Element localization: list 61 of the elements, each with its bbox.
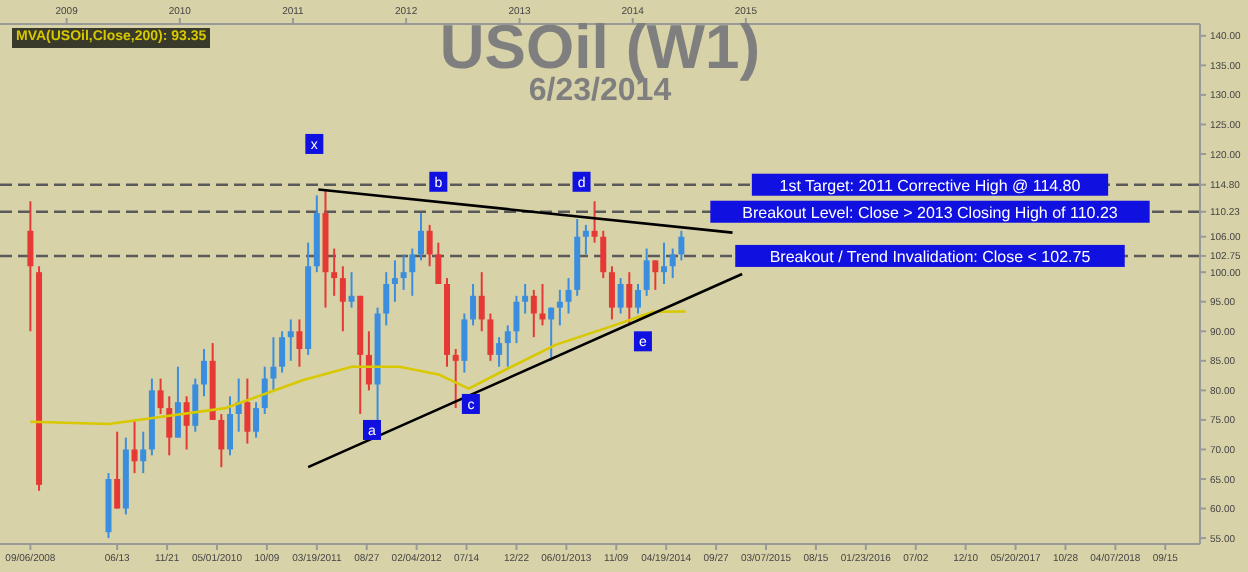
candlestick: [339, 265, 346, 333]
candlestick: [643, 247, 650, 297]
line-series: [29, 310, 688, 426]
candlestick: [244, 377, 251, 445]
candlestick: [200, 348, 207, 398]
candlestick: [661, 241, 668, 285]
candlestick: [400, 253, 407, 291]
candlestick: [131, 418, 138, 475]
candlestick: [634, 283, 641, 315]
callout-box: Breakout Level: Close > 2013 Closing High of 110.23: [710, 200, 1150, 223]
candlestick: [652, 259, 659, 291]
candlestick: [591, 200, 598, 244]
candlestick: [253, 401, 260, 439]
candlestick: [27, 200, 34, 333]
ref-line-label: 1st Target: 2011 Corrective High @ 114.80: [779, 176, 1082, 195]
candlestick: [391, 259, 398, 303]
candlestick: [504, 324, 511, 368]
candlestick: [296, 318, 303, 368]
candlestick: [157, 377, 164, 415]
candlestick: [522, 283, 529, 315]
candlestick: [626, 271, 633, 327]
candlestick: [556, 288, 563, 327]
candlestick: [140, 430, 147, 475]
candlestick: [452, 348, 459, 410]
candlestick: [270, 336, 277, 392]
candlestick: [331, 247, 338, 297]
candlestick: [409, 247, 416, 297]
candlestick: [600, 229, 607, 280]
candlestick: [582, 223, 589, 256]
callout-box: 1st Target: 2011 Corrective High @ 114.80: [751, 173, 1109, 196]
candlestick: [617, 277, 624, 315]
candlestick: [548, 306, 555, 362]
candlestick: [279, 330, 286, 374]
candlestick: [565, 277, 572, 315]
ref-line-label: Breakout / Trend Invalidation: Close < 102.75: [769, 247, 1092, 266]
candlestick: [166, 395, 173, 457]
ref-line-label: Breakout Level: Close > 2013 Closing High of 110.23: [742, 203, 1119, 222]
candlestick: [435, 241, 442, 285]
candlestick: [496, 336, 503, 368]
candlestick: [287, 318, 294, 362]
candlestick: [174, 365, 181, 439]
candlestick: [383, 271, 390, 327]
candlestick: [487, 312, 494, 362]
candlestick: [426, 223, 433, 268]
candlestick: [608, 265, 615, 321]
candlestick: [227, 395, 234, 457]
callout-box: Breakout / Trend Invalidation: Close < 102.75: [735, 244, 1125, 267]
candlestick: [461, 312, 468, 374]
candlestick: [513, 294, 520, 345]
candlestick: [678, 229, 685, 262]
candlestick: [478, 271, 485, 333]
candlestick: [192, 377, 199, 433]
candlestick: [218, 413, 225, 469]
candlestick: [530, 288, 537, 339]
candlestick: [348, 271, 355, 309]
candlestick: [470, 283, 477, 327]
candlestick: [114, 430, 121, 510]
candlestick: [669, 247, 676, 280]
candlestick: [183, 395, 190, 451]
text: 6/23/2014: [526, 74, 672, 110]
candlestick: [417, 212, 424, 262]
